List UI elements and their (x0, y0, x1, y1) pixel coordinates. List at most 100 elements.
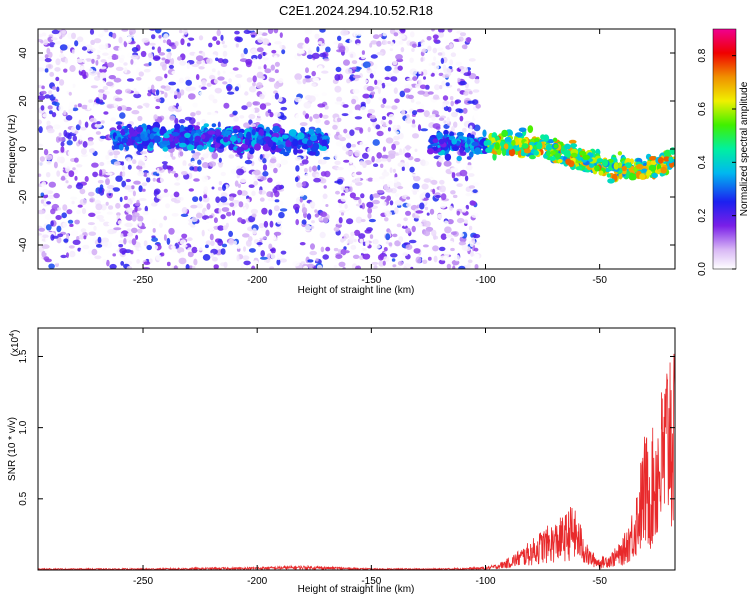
spectrogram-noise-point (446, 117, 450, 124)
spectrogram-noise-point (306, 54, 314, 60)
spectrogram-noise-point (50, 220, 54, 227)
spectrogram-noise-point (380, 103, 385, 109)
spectrogram-noise-point (342, 104, 349, 108)
spectrogram-noise-point (137, 105, 143, 109)
spectrogram-noise-point (294, 156, 302, 161)
spectrogram-noise-point (172, 235, 179, 240)
spectrogram-noise-point (304, 113, 310, 119)
spectrogram-noise-point (376, 40, 382, 47)
spectrogram-noise-point (132, 190, 136, 197)
spectrogram-noise-point (250, 107, 255, 114)
spectrogram-noise-point (123, 195, 128, 201)
spectrogram-noise-point (102, 85, 109, 91)
spectrogram-noise-point (166, 39, 172, 46)
spectrogram-noise-point (43, 256, 50, 261)
spectrogram-noise-point (259, 112, 264, 117)
spectrogram-noise-point (143, 68, 151, 73)
spectrogram-noise-point (236, 168, 245, 176)
spectrogram-noise-point (420, 128, 429, 132)
spectrogram-noise-point (412, 43, 417, 48)
spectrogram-ridge-point (491, 137, 496, 144)
spectrogram-noise-point (429, 208, 435, 215)
snr-y-multiplier-close: ) (10, 330, 21, 333)
spectrogram-noise-point (276, 258, 281, 266)
spectrogram-noise-point (251, 213, 257, 218)
spectrogram-noise-point (349, 129, 355, 136)
spectrogram-noise-point (72, 239, 81, 245)
spectrogram-ridge-point (293, 147, 298, 155)
spectrogram-noise-point (101, 246, 106, 251)
spectrogram-noise-point (316, 226, 325, 230)
spectrogram-noise-point (417, 124, 422, 132)
spectrogram-noise-point (348, 157, 353, 164)
spectrogram-noise-point (319, 29, 326, 33)
spectrogram-noise-point (196, 203, 204, 209)
spectrogram-noise-point (248, 113, 256, 120)
spectrogram-ridge-point (456, 131, 464, 137)
spectrogram-noise-point (459, 66, 465, 70)
spectrogram-noise-point (318, 150, 323, 158)
spectrogram-noise-point (371, 155, 375, 163)
spectrogram-noise-point (126, 266, 132, 269)
spectrogram-noise-point (336, 167, 344, 171)
spectrogram-noise-point (366, 85, 375, 92)
spectrogram-noise-point (463, 72, 471, 77)
spectrogram-noise-point (273, 29, 279, 34)
spectrogram-noise-point (42, 113, 49, 118)
spectrogram-noise-point (277, 96, 283, 103)
spectrogram-noise-point (468, 185, 476, 189)
spectrogram-noise-point (203, 39, 212, 43)
spectrogram-noise-point (70, 196, 78, 200)
spectrogram-noise-point (293, 203, 300, 211)
spectrogram-noise-point (264, 102, 272, 106)
spectrogram-ridge-point (136, 126, 144, 133)
spectrogram-noise-point (440, 202, 447, 209)
spectrogram-noise-point (432, 47, 438, 54)
spectrogram-noise-point (239, 176, 248, 183)
spectrogram-noise-point (118, 244, 124, 248)
spectrogram-ridge-point (211, 123, 217, 128)
spectrogram-noise-point (102, 93, 107, 100)
spectrogram-noise-point (131, 185, 135, 190)
spectrogram-noise-point (440, 193, 447, 201)
spectrogram-noise-point (202, 162, 209, 169)
spectrogram-ridge-point (178, 142, 187, 148)
spectrogram-noise-point (412, 183, 420, 190)
spectrogram-noise-point (337, 35, 342, 41)
snr-y-ticks: 0.51.01.5 (18, 349, 675, 506)
spectrogram-noise-point (475, 242, 481, 245)
spectrogram-noise-point (362, 79, 369, 84)
spectrogram-noise-point (253, 169, 261, 176)
spectrogram-noise-point (458, 265, 466, 269)
spectrogram-noise-point (51, 37, 58, 41)
spectrogram-noise-point (341, 113, 349, 117)
spectrogram-noise-point (253, 180, 258, 186)
spectrogram-noise-point (423, 178, 432, 183)
spectrogram-noise-point (437, 213, 444, 219)
spectrogram-noise-point (413, 248, 421, 254)
snr-series-line (38, 353, 675, 570)
spectrogram-noise-point (439, 85, 443, 90)
spectrogram-noise-point (313, 93, 319, 98)
spectrogram-noise-point (349, 110, 353, 114)
spectrogram-noise-point (464, 175, 469, 182)
spectrogram-noise-point (96, 54, 101, 60)
spectrogram-noise-point (457, 88, 461, 92)
spectrogram-noise-point (213, 217, 218, 224)
spectrogram-noise-point (245, 58, 253, 65)
spectrogram-noise-point (220, 34, 224, 41)
spectrogram-noise-point (394, 98, 400, 104)
spectrogram-noise-point (38, 95, 46, 101)
spectrogram-noise-point (124, 67, 128, 74)
spectrogram-noise-point (335, 254, 343, 259)
spectrogram-noise-point (87, 249, 92, 255)
spectrogram-noise-point (67, 84, 73, 89)
spectrogram-noise-point (51, 79, 57, 83)
spectrogram-noise-point (409, 68, 418, 76)
spectrogram-ridge-point (598, 170, 604, 176)
spectrogram-noise-point (372, 70, 376, 76)
spectrogram-noise-point (222, 58, 229, 64)
spectrogram-noise-point (457, 198, 465, 206)
spectrogram-noise-point (96, 214, 104, 220)
spectrogram-noise-point (115, 89, 123, 95)
